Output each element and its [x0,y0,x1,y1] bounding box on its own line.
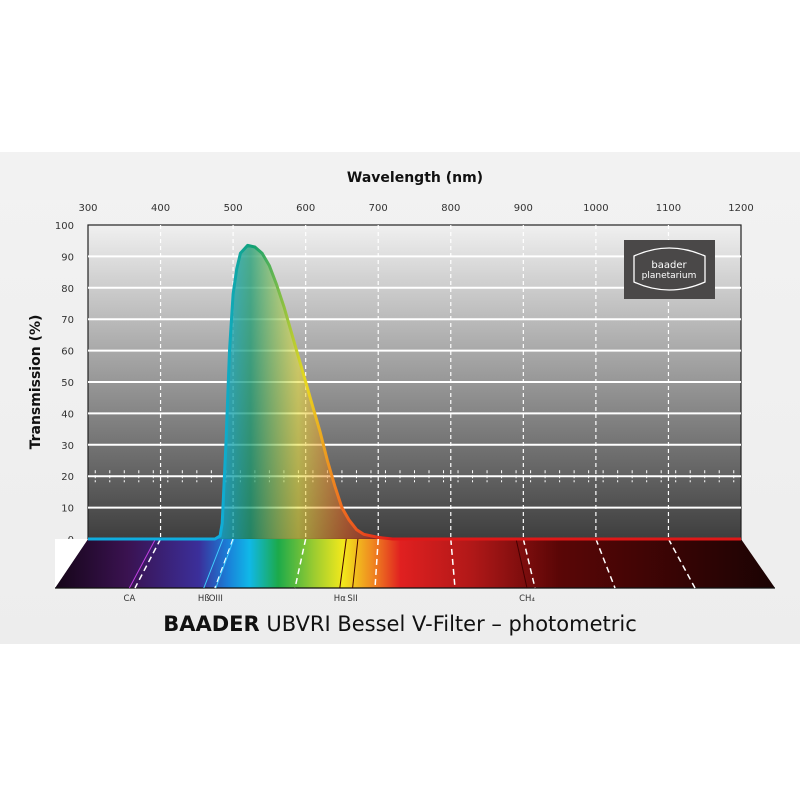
x-tick-label: 300 [78,203,97,214]
transmission-area [88,245,741,539]
transmission-curve [88,243,741,541]
x-tick-label: 400 [151,203,170,214]
y-tick-label: 50 [61,378,74,389]
title-rest: UBVRI Bessel V-Filter – photometric [266,612,637,636]
x-tick-label: 1000 [583,203,608,214]
y-tick-label: 80 [61,284,74,295]
spectral-line [215,538,235,589]
y-tick-label: 20 [61,472,74,483]
logo-text: baader [651,260,687,271]
logo-text: planetarium [642,271,697,281]
y-tick-label: 70 [61,315,74,326]
y-tick-label: 30 [61,441,74,452]
spectral-line-label: CH₄ [519,594,535,604]
x-tick-label: 1100 [656,203,681,214]
x-tick-label: 600 [296,203,315,214]
spectral-line [128,538,156,589]
logo-frame [633,247,706,291]
spectral-line [515,538,528,589]
spectral-line-label: CA [124,594,136,604]
y-tick-label: 60 [61,347,74,358]
spectral-line-label: Hß [198,594,210,604]
band-gridline [374,538,379,589]
spectral-line-label: Hα [334,594,346,604]
x-tick-label: 1200 [728,203,753,214]
band-gridline [595,538,616,589]
spectral-line [203,538,224,589]
x-tick-label: 700 [369,203,388,214]
x-tick-label: 900 [514,203,533,214]
band-gridline [294,538,307,589]
y-tick-label: 40 [61,409,74,420]
band-gridline [214,538,234,589]
spectrum-band [55,539,775,588]
spectral-line [352,538,359,589]
y-tick-label: 100 [55,221,74,232]
band-edge [55,539,88,588]
band-gridline [522,538,536,589]
title-brand: BAADER [163,612,260,636]
band-gridline [450,538,456,589]
logo-box [624,240,715,299]
y-tick-label: 90 [61,252,74,263]
spectral-line-label: OIII [209,594,223,604]
x-axis-label: Wavelength (nm) [347,170,483,186]
y-axis-label: Transmission (%) [28,315,44,450]
x-tick-label: 500 [224,203,243,214]
x-tick-label: 800 [441,203,460,214]
spectral-line [339,538,347,589]
spectral-line-label: SII [347,594,357,604]
chart-title: BAADER UBVRI Bessel V-Filter – photometr… [0,612,800,636]
y-tick-label: 10 [61,504,74,515]
